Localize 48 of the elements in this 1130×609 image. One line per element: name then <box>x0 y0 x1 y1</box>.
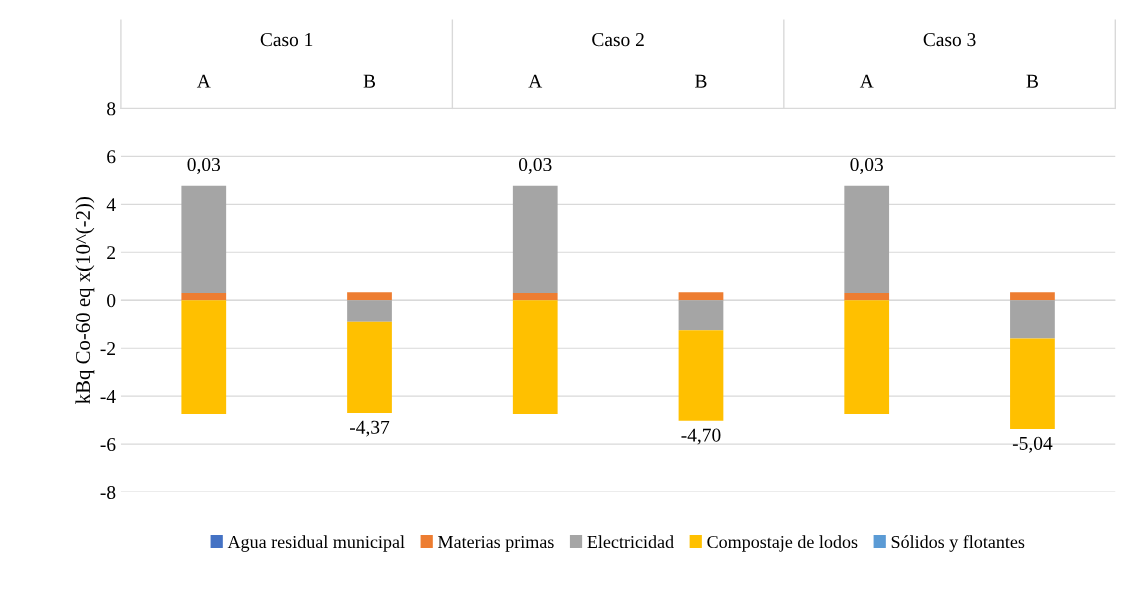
bar <box>347 292 392 301</box>
x-tick-label: B <box>695 74 707 88</box>
total-label: 0,03 <box>850 157 883 174</box>
bar <box>512 185 558 294</box>
text: Caso 3 <box>923 33 976 47</box>
bar <box>678 292 724 301</box>
bar <box>512 293 558 301</box>
y-tick-label: -8 <box>100 485 116 500</box>
y-tick-label: 6 <box>107 150 116 164</box>
y-tick-label: 4 <box>106 198 116 212</box>
bar <box>844 293 890 301</box>
x-tick-label: A <box>528 74 543 88</box>
legend-label: Compostaje de lodos <box>707 535 858 552</box>
y-tick-label: 8 <box>107 102 116 116</box>
bar <box>678 330 724 421</box>
bar <box>678 300 724 331</box>
bar <box>512 300 558 414</box>
bar <box>844 185 890 294</box>
legend-label: Electricidad <box>587 535 674 549</box>
total-label: -5,04 <box>1012 436 1053 453</box>
y-tick-label: -2 <box>100 342 115 355</box>
y-tick-label: 2 <box>107 246 115 260</box>
text: Caso 1 <box>260 33 313 47</box>
x-tick-label: B <box>1026 74 1038 88</box>
y-tick-label: 0 <box>107 294 116 308</box>
total-label: 0,03 <box>518 157 552 174</box>
bar <box>844 300 890 414</box>
total-label: 0,03 <box>187 157 221 174</box>
bar <box>181 300 227 414</box>
legend-label: Agua residual municipal <box>227 535 405 552</box>
legend-label: Materias primas <box>438 535 554 552</box>
y-tick-label: -6 <box>100 437 116 452</box>
total-label: -4,37 <box>349 420 390 437</box>
x-tick-label: A <box>196 74 211 88</box>
bar <box>1010 292 1055 301</box>
text: Caso 2 <box>592 33 644 47</box>
x-tick-label: B <box>363 74 376 88</box>
bar <box>1010 300 1055 339</box>
bar <box>181 185 227 294</box>
legend-label: Sólidos y flotantes <box>891 535 1025 552</box>
bar <box>1010 338 1055 430</box>
bar <box>347 321 392 413</box>
y-tick-label: -4 <box>100 390 116 403</box>
y-axis-title: kBq Co-60 eq x(10^(-2)) <box>75 197 95 404</box>
total-label: -4,70 <box>681 428 721 445</box>
x-tick-label: A <box>859 74 874 88</box>
bar <box>181 293 227 301</box>
bar <box>347 300 392 322</box>
